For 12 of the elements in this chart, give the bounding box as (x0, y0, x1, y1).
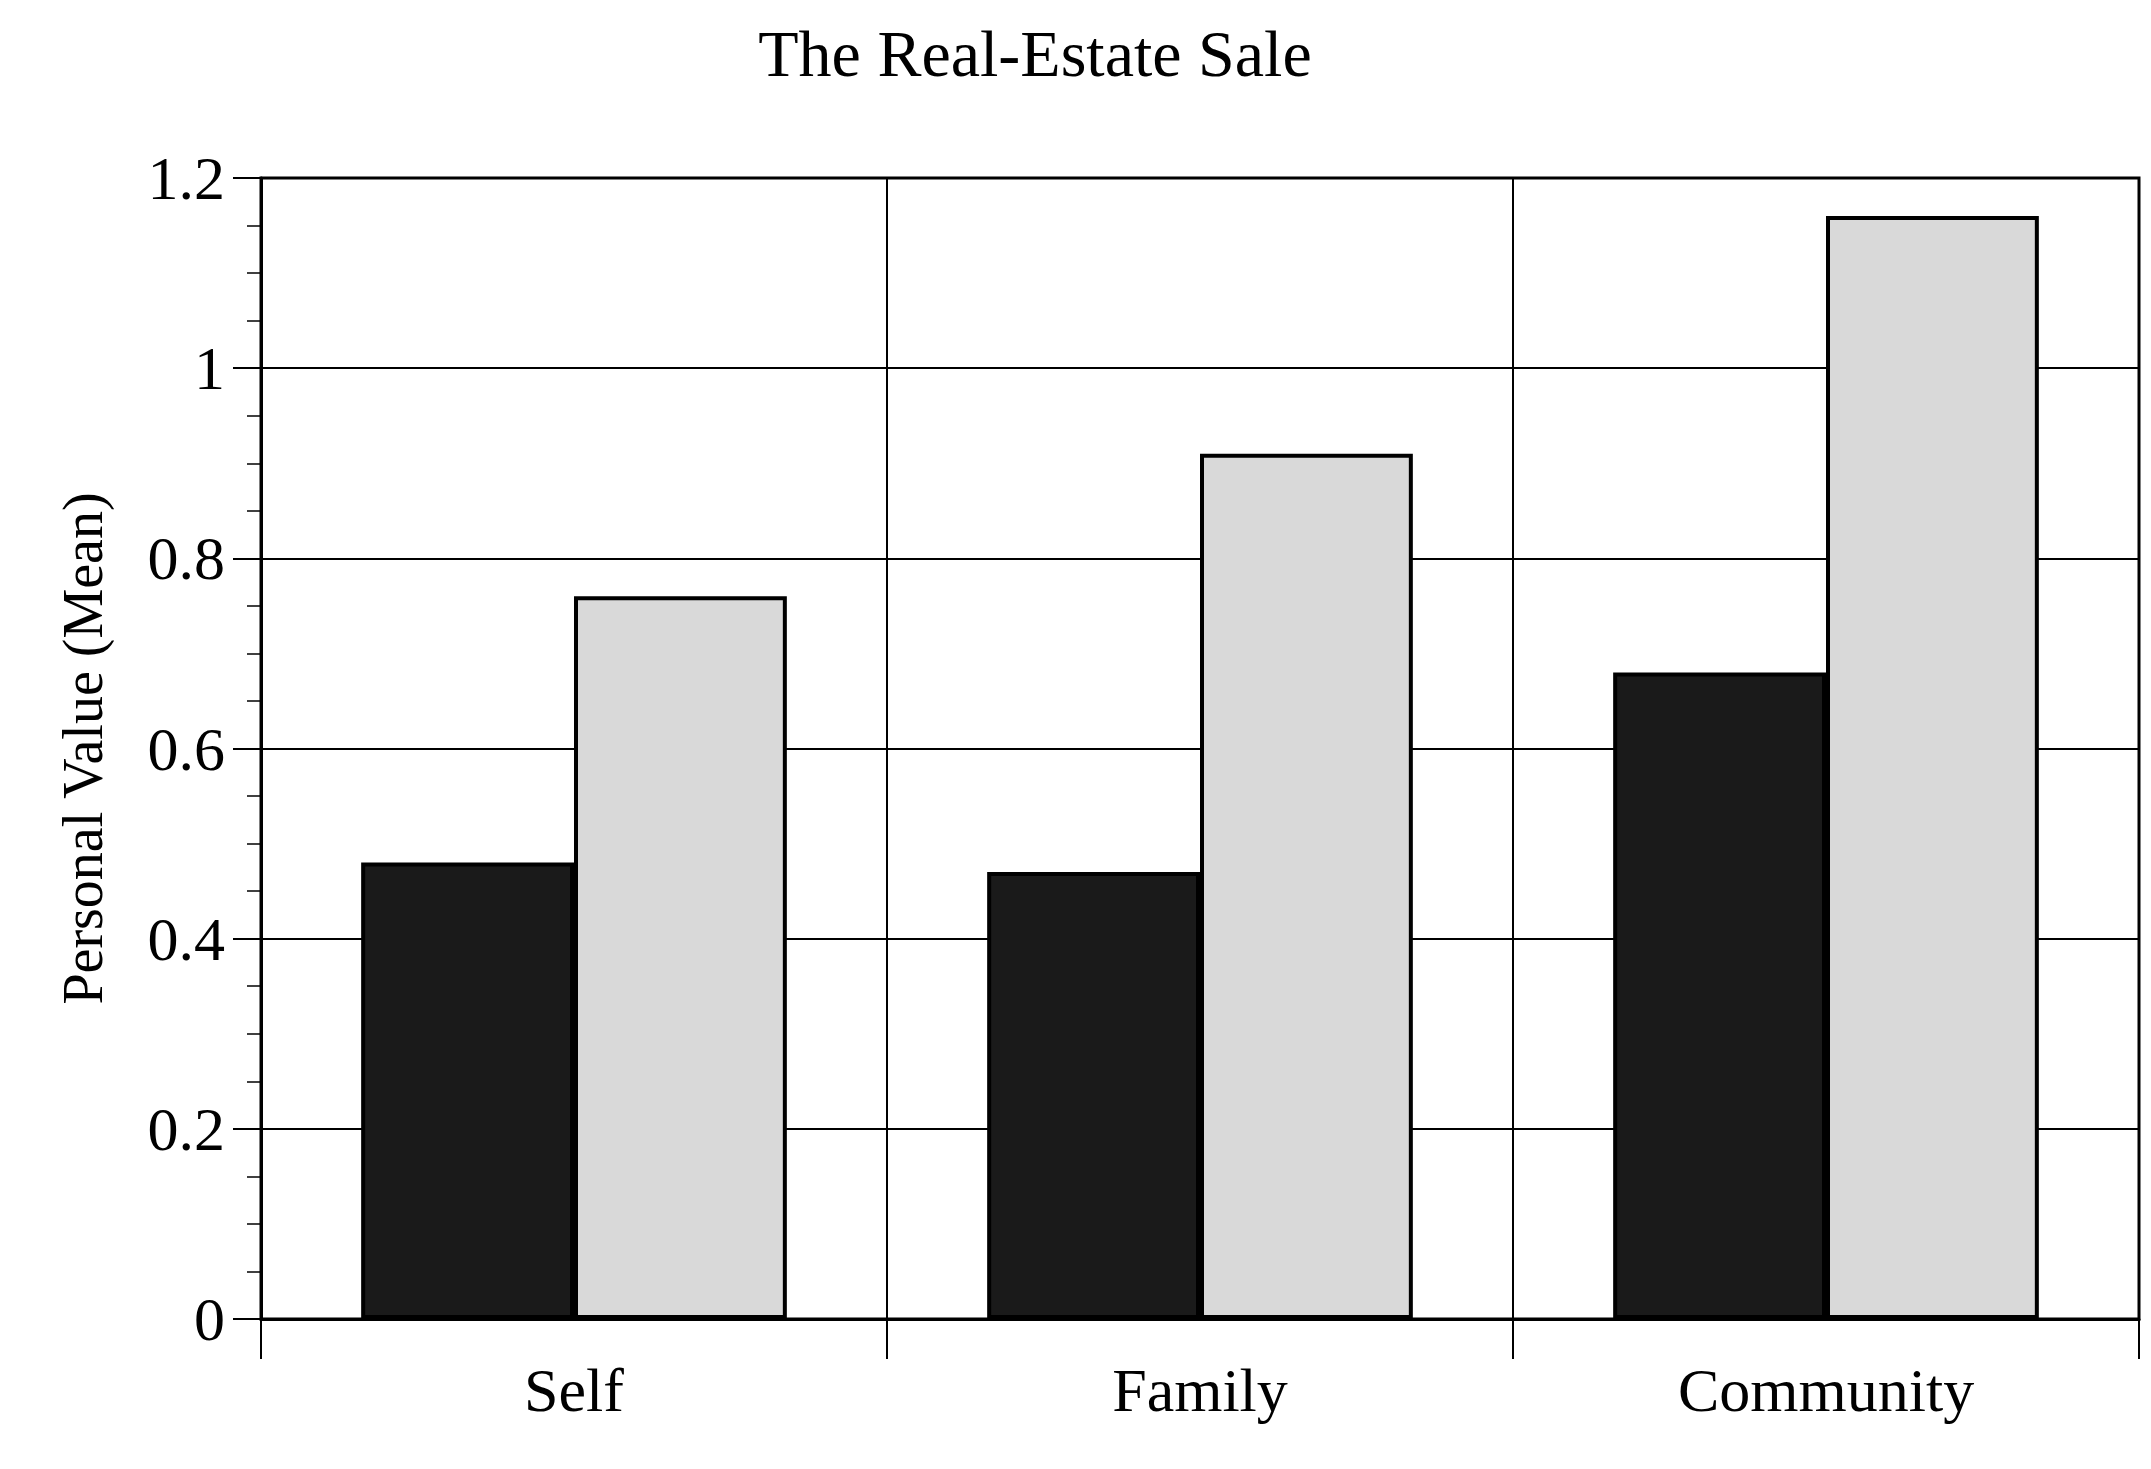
y-tick-label: 1 (194, 334, 225, 403)
y-tick-label: 0 (194, 1285, 225, 1353)
y-tick-label: 1.2 (147, 144, 225, 212)
x-tick-label: Family (1112, 1356, 1288, 1424)
y-tick-label: 0.8 (147, 524, 225, 593)
y-axis-title: Personal Value (Mean) (52, 492, 115, 1005)
y-tick-label: 0.4 (147, 904, 225, 973)
y-tick-label: 0.6 (147, 714, 225, 783)
chart-title: The Real-Estate Sale (758, 16, 1312, 90)
x-tick-label: Self (524, 1356, 625, 1424)
y-tick-label: 0.2 (147, 1094, 225, 1163)
x-tick-label: Community (1677, 1356, 1975, 1424)
